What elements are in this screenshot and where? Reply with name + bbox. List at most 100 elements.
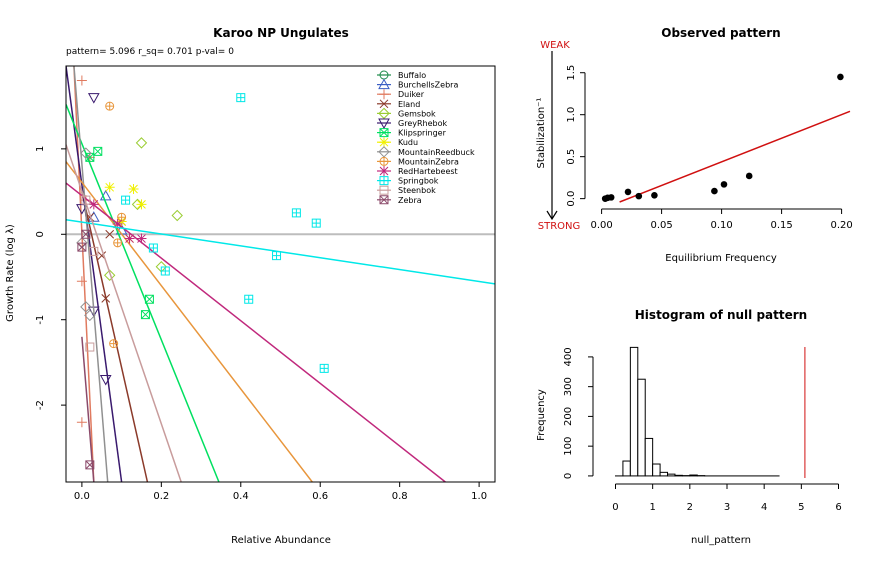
data-point-springbok (272, 251, 282, 261)
regression-line-klipspringer (66, 104, 220, 482)
data-point-springbok (244, 294, 254, 304)
histogram-x-tick-label: 2 (687, 502, 693, 513)
main-axes: 0.0 0.2 0.4 0.6 0.8 1.0 -2 -1 0 1 (35, 146, 487, 502)
data-point-eland-shape (105, 229, 115, 239)
histogram-x-tick-label: 3 (724, 502, 730, 513)
data-point-redhartebeest (124, 233, 135, 244)
data-point-steenbok-shape (89, 246, 99, 256)
legend-marker-springbok (379, 176, 389, 186)
regression-line-mountainreedbuck (73, 66, 109, 482)
histogram-title: Histogram of null pattern (635, 308, 807, 322)
legend-marker-redhartebeest-shape (379, 166, 389, 176)
data-point-springbok (121, 195, 131, 205)
data-point-gemsbok-shape (103, 269, 116, 281)
data-point-springbok-shape (272, 251, 282, 261)
data-point-klipspringer-shape (140, 310, 150, 320)
data-point-steenbok (89, 246, 99, 256)
histogram-bar (674, 474, 683, 477)
data-point-greyrhebok-shape (76, 204, 88, 215)
fit-line (619, 110, 851, 203)
legend-marker-steenbok (379, 185, 389, 195)
legend-label-springbok: Springbok (398, 177, 439, 186)
data-point-redhartebeest-shape (112, 219, 123, 230)
histogram-y-tick-label: 300 (563, 377, 574, 396)
data-point-gemsbok (135, 137, 148, 149)
observed-x-tick-label: 0.00 (590, 220, 612, 231)
strong-annotation: STRONG (538, 221, 581, 232)
histogram-bar (652, 463, 661, 477)
data-point-mountainreedbuck-shape (80, 301, 92, 313)
data-point-mountainzebra-cross (105, 102, 114, 111)
data-point-mountainreedbuck (80, 301, 92, 313)
legend-label-eland: Eland (398, 100, 420, 109)
data-point-eland (101, 293, 111, 303)
y-tick-label: -1 (35, 315, 46, 325)
data-point-mountainreedbuck (76, 237, 88, 249)
legend-marker-klipspringer (379, 128, 389, 138)
legend-marker-klipspringer-shape (379, 128, 389, 138)
observed-y-tick-label: 0.0 (566, 191, 577, 207)
legend-item-greyrhebok: GreyRhebok (377, 118, 447, 130)
data-point-mountainzebra-cross (113, 238, 122, 247)
main-plot-content (66, 66, 495, 482)
histogram-panel: Histogram of null pattern 0 1 2 3 4 5 6 0 100 200… (536, 308, 842, 546)
main-subtitle: pattern= 5.096 r_sq= 0.701 p-val= 0 (66, 47, 234, 57)
data-point-kudu-shape (128, 184, 139, 195)
data-point-springbok (160, 266, 170, 276)
observed-x-tick-label: 0.20 (830, 220, 852, 231)
x-tick-label: 0.8 (392, 491, 408, 502)
data-point-mountainreedbuck-shape (80, 147, 92, 159)
legend-marker-greyrhebok (378, 118, 390, 130)
regression-line-greyrhebok (66, 66, 123, 482)
observed-pattern-panel: Observed pattern 0.00 0.05 0.10 0.15 0.200.0… (536, 26, 853, 264)
data-point-mountainreedbuck (84, 309, 96, 322)
legend-marker-kudu-shape (379, 137, 389, 148)
data-point-springbok-shape (160, 266, 170, 276)
data-point-springbok-shape (291, 208, 301, 218)
observed-y-tick-label: 1.5 (566, 65, 577, 81)
series-steenbok (66, 144, 182, 482)
series-redhartebeest (66, 182, 446, 482)
data-point-mountainzebra-cross (117, 213, 126, 222)
legend-label-mountainreedbuck: MountainReedbuck (398, 148, 475, 157)
histogram-y-tick-label: 200 (563, 407, 574, 426)
data-point-zebra (81, 229, 91, 239)
data-point-greyrhebok (87, 93, 100, 104)
histogram-x-tick-label: 5 (798, 502, 804, 513)
data-point-klipspringer (144, 294, 154, 304)
stabilization-arrow-head-icon (546, 210, 558, 221)
data-point-steenbok (81, 195, 91, 205)
data-point-zebra-shape (77, 242, 87, 252)
data-point-duiker (76, 75, 87, 86)
legend-item-buffalo: Buffalo (377, 70, 426, 80)
legend-marker-eland-shape (379, 99, 389, 109)
legend-marker-gemsbok-shape (378, 107, 390, 120)
main-xlabel: Relative Abundance (231, 535, 331, 546)
y-tick-label: 0 (35, 231, 46, 237)
data-point-klipspringer-shape (93, 146, 103, 156)
legend-item-steenbok: Steenbok (377, 185, 436, 195)
data-point-kudu (104, 182, 115, 193)
main-plot-frame (65, 65, 496, 483)
legend-label-greyrhebok: GreyRhebok (398, 119, 447, 128)
observed-point (720, 181, 728, 188)
data-point-greyrhebok-shape (99, 374, 112, 386)
data-point-eland (105, 229, 115, 239)
legend-label-mountainzebra: MountainZebra (398, 157, 459, 166)
x-tick-label: 0.2 (153, 491, 169, 502)
legend-label-zebra: Zebra (398, 196, 422, 205)
legend-marker-mountainzebra-cross (380, 157, 388, 166)
data-point-springbok-shape (311, 218, 321, 228)
histogram-bar (644, 437, 654, 477)
legend-label-burchellszebra: BurchellsZebra (398, 81, 458, 90)
data-point-duiker (76, 417, 87, 428)
data-point-springbok (148, 243, 158, 253)
legend-marker-duiker (379, 89, 389, 100)
data-point-klipspringer-shape (144, 294, 154, 304)
observed-point (607, 194, 615, 201)
legend-item-duiker: Duiker (377, 89, 425, 100)
series-zebra (77, 229, 95, 482)
legend-label-duiker: Duiker (398, 90, 425, 99)
data-point-kudu-shape (104, 182, 115, 193)
legend-marker-zebra (379, 195, 389, 205)
